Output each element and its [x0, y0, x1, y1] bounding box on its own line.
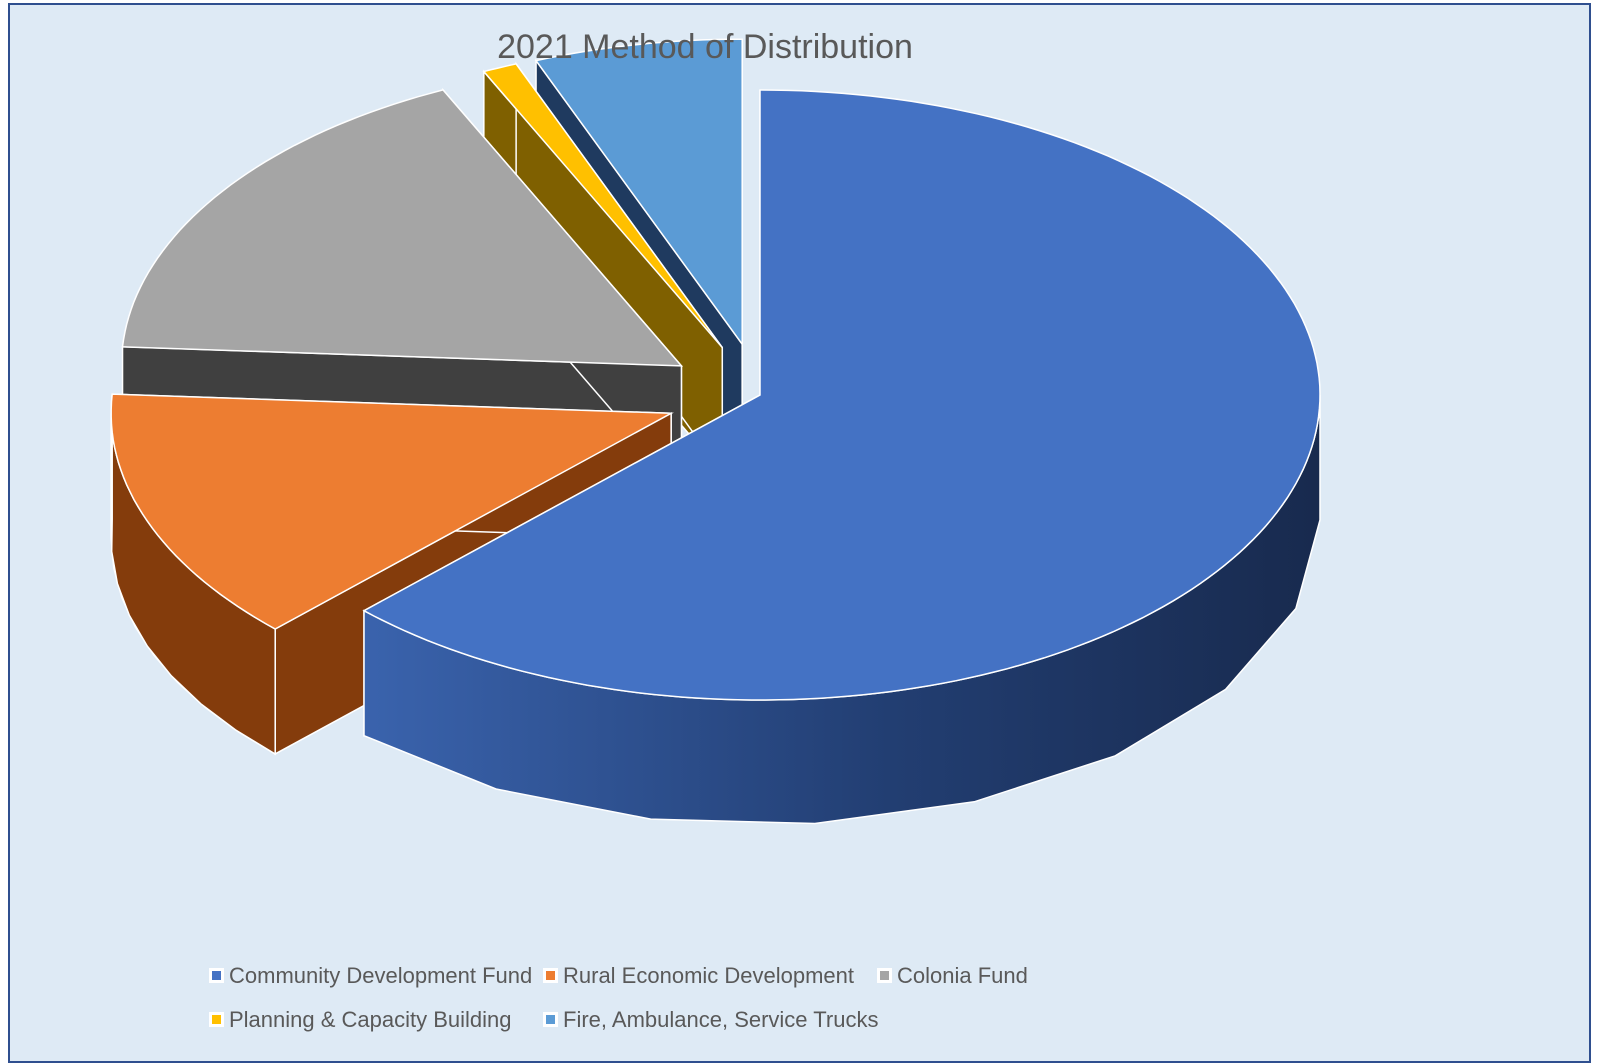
legend-label: Colonia Fund	[897, 963, 1028, 988]
legend-item-planning-capacity-building: Planning & Capacity Building	[209, 1007, 512, 1033]
legend-item-fire-ambulance-service-trucks: Fire, Ambulance, Service Trucks	[543, 1007, 879, 1033]
slice-colonia-fund	[121, 89, 684, 367]
legend-swatch	[209, 1011, 224, 1027]
legend-swatch	[543, 967, 558, 983]
chart-title: 2021 Method of Distribution	[497, 28, 913, 66]
slice-rural-economic-development	[110, 393, 674, 630]
slice-fire-ambulance-service-trucks	[534, 38, 743, 347]
legend-swatch	[877, 967, 892, 983]
legend-swatch	[209, 967, 224, 983]
legend-label: Planning & Capacity Building	[229, 1007, 512, 1032]
legend-label: Community Development Fund	[229, 963, 533, 988]
legend-item-colonia-fund: Colonia Fund	[877, 963, 1028, 989]
legend-item-community-development-fund: Community Development Fund	[209, 963, 533, 989]
slice-planning-capacity-building	[482, 63, 723, 349]
legend-item-rural-economic-development: Rural Economic Development	[543, 963, 855, 989]
legend-swatch	[543, 1011, 558, 1027]
legend-label: Rural Economic Development	[563, 963, 855, 988]
legend-label: Fire, Ambulance, Service Trucks	[563, 1007, 879, 1032]
slice-community-development-fund	[362, 89, 1321, 701]
